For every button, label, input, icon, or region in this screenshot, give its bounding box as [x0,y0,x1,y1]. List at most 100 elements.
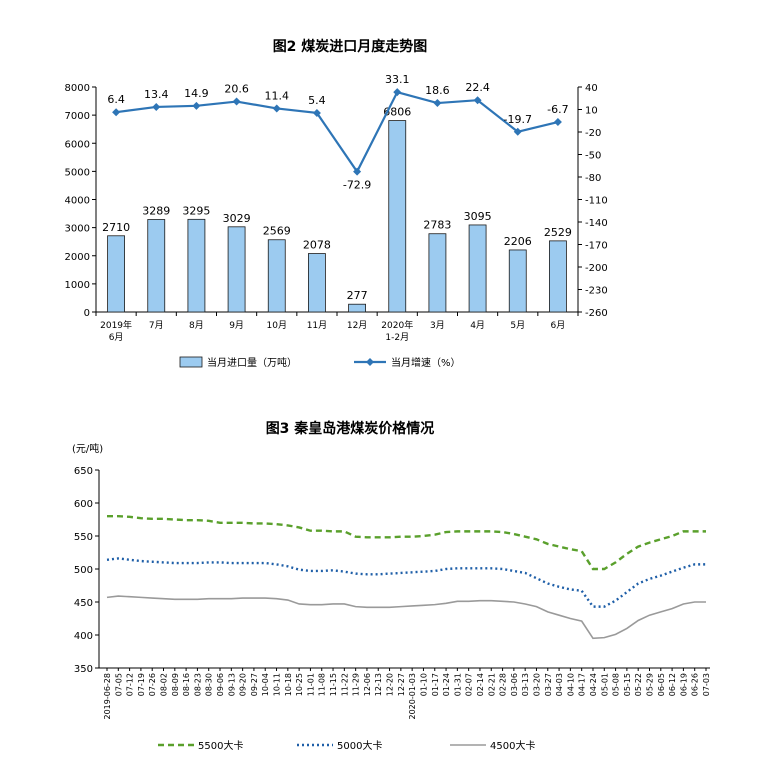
left-tick-label: 7000 [65,111,90,122]
y-axis-unit: (元/吨) [72,442,103,455]
x-tick-label: 12月 [347,320,367,331]
x-tick-label: 09-27 [250,673,259,696]
x-tick-label: 2019年 6月 [100,319,132,343]
x-tick-label: 10月 [267,320,287,331]
x-tick-label: 10-11 [273,673,282,696]
x-tick-label: 07-12 [126,673,135,696]
right-tick-label: -110 [585,196,608,207]
legend-label-3: 4500大卡 [490,739,535,752]
x-tick-label: 12-06 [363,673,372,696]
growth-value-label: 22.4 [465,81,490,94]
price-line-3 [106,595,706,640]
x-tick-label: 01-31 [453,673,462,696]
x-tick-label: 09-06 [216,673,225,696]
x-tick-label: 11-22 [340,673,349,696]
x-tick-label: 07-05 [114,673,123,696]
x-tick-label: 08-16 [182,673,191,696]
x-tick-label: 04-17 [578,673,587,696]
import-bar [308,253,326,313]
bar-value-label: 277 [347,289,368,302]
import-bar [267,239,286,313]
import-bar [107,235,125,313]
growth-point [433,99,442,108]
x-tick-label: 4月 [470,320,485,331]
price-line-2 [106,557,706,608]
left-tick-label: 3000 [65,224,90,235]
x-tick-label: 11-15 [329,673,338,696]
growth-point [152,102,161,111]
import-bar [348,303,366,313]
import-bar [468,224,487,313]
bar-value-label: 2710 [102,221,130,234]
x-tick-label: 12-27 [397,673,406,696]
bar-value-label: 2529 [544,226,572,239]
growth-point [312,108,321,117]
price-line-1 [107,514,706,571]
growth-point [513,127,522,136]
coal-import-chart: 0 1000 2000 3000 4000 5000 6000 7000 8000 40 10 -20… [65,73,608,369]
x-tick-label: 05-08 [612,673,621,696]
left-tick-label: 5000 [65,167,90,178]
x-tick-label: 3月 [430,320,445,331]
x-tick-label: 9月 [229,320,244,331]
growth-point [393,88,402,97]
legend-label-1: 5500大卡 [198,739,243,752]
x-tick-label: 02-07 [465,673,474,696]
right-tick-label: -50 [585,151,601,162]
legend-line-marker [366,358,374,366]
x-tick-label: 06-12 [668,673,677,696]
x-tick-label: 10-25 [295,673,304,696]
x-tick-label: 04-03 [555,673,564,696]
x-tick-label: 01-24 [442,673,451,696]
right-tick-label: -200 [585,263,608,274]
x-tick-label: 03-20 [532,673,541,696]
x-tick-label: 10-18 [284,673,293,696]
y-tick-label: 550 [74,532,93,543]
bar-value-label: 3295 [182,204,210,217]
x-tick-label: 08-30 [205,673,214,696]
left-tick-label: 4000 [65,196,90,207]
x-tick-label: 03-27 [544,673,553,696]
x-tick-label: 11-01 [306,673,315,696]
legend-bar-label: 当月进口量（万吨） [207,356,297,369]
x-tick-label: 07-03 [702,673,711,696]
growth-value-label: 20.6 [224,83,249,96]
x-tick-label: 07-19 [137,673,146,696]
x-tick-label: 01-10 [419,673,428,696]
x-tick-label: 04-10 [566,673,575,696]
bar-value-label: 2783 [423,219,451,232]
x-tick-label: 7月 [149,320,164,331]
import-bar [147,219,166,313]
x-tick-label: 09-20 [239,673,248,696]
left-tick-label: 1000 [65,280,90,291]
bar-value-label: 2078 [303,239,331,252]
x-tick-label: 06-19 [679,673,688,696]
x-tick-label: 11-29 [352,673,361,696]
bar-value-label: 2206 [504,235,532,248]
growth-value-label: -19.7 [504,113,532,126]
y-tick-label: 600 [74,499,93,510]
growth-point [353,167,362,176]
x-tick-label: 6月 [551,320,566,331]
right-tick-label: -140 [585,218,608,229]
x-tick-label: 05-01 [600,673,609,696]
import-bar [187,218,206,313]
right-tick-label: -170 [585,241,608,252]
growth-value-label: 11.4 [265,89,290,102]
x-tick-label: 11月 [307,320,327,331]
x-tick-label: 03-06 [510,673,519,696]
x-tick-label: 2020-01-03 [408,673,417,720]
x-tick-label: 2020年 1-2月 [381,319,413,343]
chart3-title: 图3 秦皇岛港煤炭价格情况 [265,421,435,437]
x-tick-label: 02-14 [476,673,485,696]
x-tick-label: 02-21 [487,673,496,696]
x-tick-label: 06-26 [691,673,700,696]
x-tick-label: 03-13 [521,673,530,696]
growth-value-label: 5.4 [308,94,326,107]
growth-value-label: 14.9 [184,87,209,100]
growth-value-label: 18.6 [425,84,450,97]
x-tick-label: 11-08 [318,673,327,696]
growth-point [272,104,281,113]
y-tick-label: 350 [74,664,93,675]
